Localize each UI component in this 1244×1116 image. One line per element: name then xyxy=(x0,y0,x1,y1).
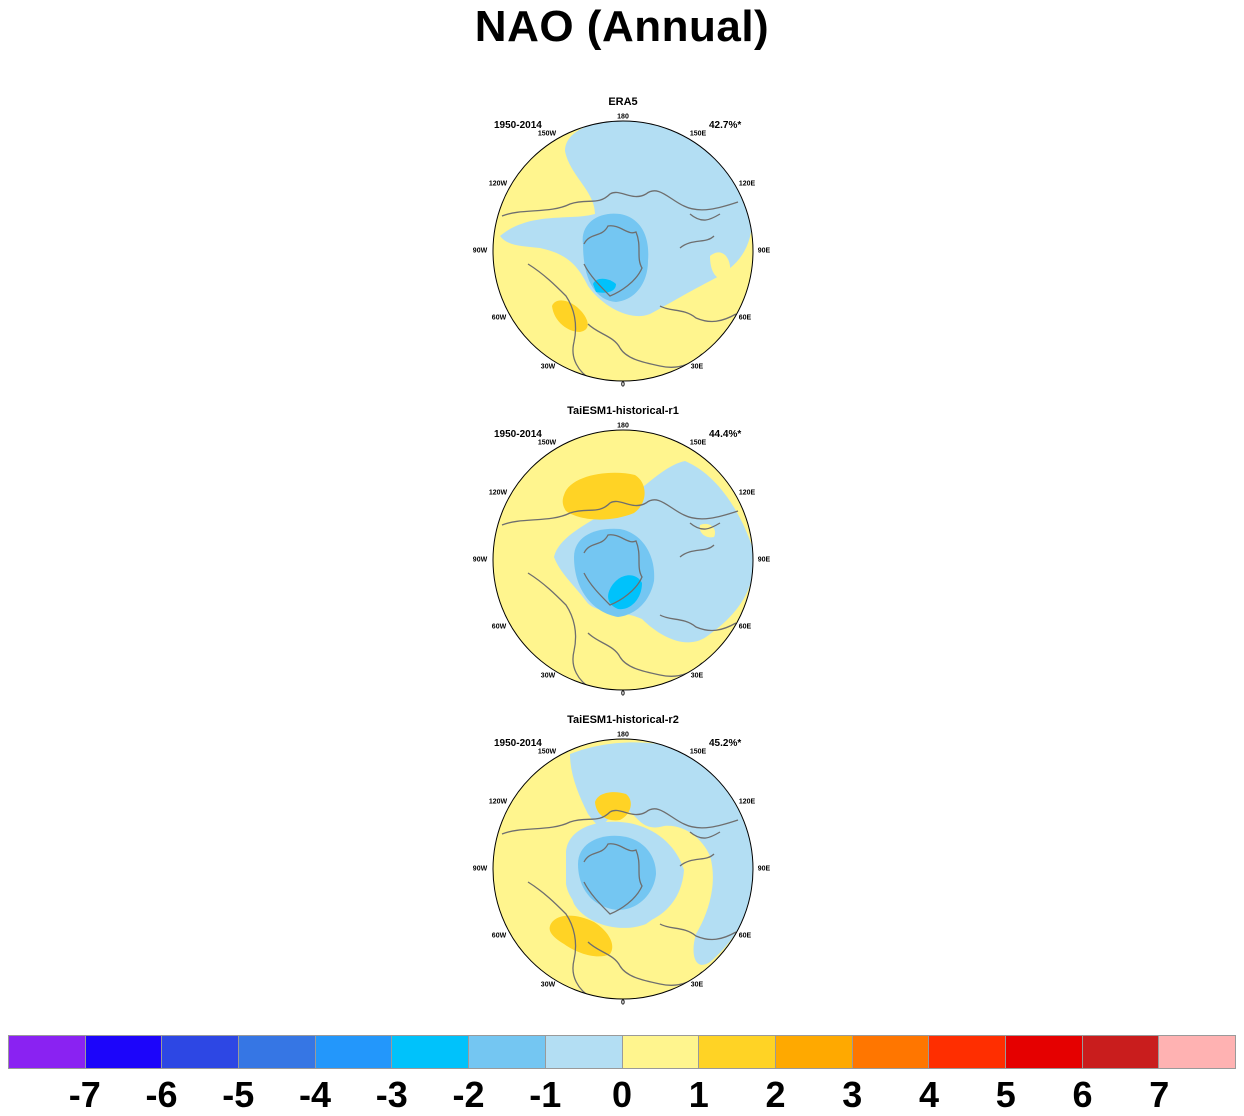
colorbar-box xyxy=(9,1036,86,1068)
positive-anomaly-region xyxy=(552,300,588,332)
lon-label: 150W xyxy=(537,439,557,447)
colorbar-tick-label: 7 xyxy=(1149,1074,1170,1115)
colorbar-box xyxy=(315,1036,393,1068)
panel-period: 1950-2014 xyxy=(494,738,542,749)
lon-label: 120W xyxy=(488,798,508,806)
colorbar-tick-label: -5 xyxy=(222,1074,255,1115)
colorbar-box xyxy=(392,1036,470,1068)
colorbar-tick-label: 0 xyxy=(611,1074,633,1115)
explained-variance: 44.4%* xyxy=(709,429,742,440)
lon-label: 30E xyxy=(690,981,704,989)
lon-label: 30W xyxy=(540,363,556,371)
polar-map xyxy=(492,429,754,691)
map-panel-r1: TaiESM1-historical-r1 1950-2014 44.4%* 1… xyxy=(470,405,776,705)
colorbar-box xyxy=(699,1036,776,1068)
lon-label: 30W xyxy=(540,981,556,989)
lon-label: 60W xyxy=(491,932,507,940)
figure-title: NAO (Annual) xyxy=(474,2,770,51)
polar-map xyxy=(492,738,754,1000)
lon-label: 60W xyxy=(491,314,507,322)
lon-label: 150W xyxy=(537,748,557,756)
lon-label: 120E xyxy=(738,798,756,806)
lon-label: 150E xyxy=(689,439,707,447)
colorbar-tick-label: 5 xyxy=(995,1074,1016,1115)
colorbar-tick-label: -3 xyxy=(375,1074,408,1115)
negative-anomaly-core xyxy=(578,835,656,910)
map-panel-r2: TaiESM1-historical-r2 1950-2014 45.2%* 1… xyxy=(470,714,776,1014)
colorbar-tick-label: -4 xyxy=(298,1074,332,1115)
lon-label: 60E xyxy=(738,314,752,322)
lon-label: 90E xyxy=(757,247,771,255)
colorbar-box xyxy=(162,1036,240,1068)
colorbar-box xyxy=(852,1036,930,1068)
colorbar-box xyxy=(775,1036,853,1068)
lon-label: 120W xyxy=(488,180,508,188)
panel-title: ERA5 xyxy=(608,96,638,108)
lon-label: 180 xyxy=(617,731,629,739)
polar-map xyxy=(492,120,754,382)
lon-label: 0 xyxy=(621,690,625,698)
coastlines xyxy=(501,808,739,999)
lon-label: 120W xyxy=(488,489,508,497)
colorbar-tick-label: -2 xyxy=(452,1074,485,1115)
colorbar-tick-label: -1 xyxy=(529,1074,562,1115)
coastlines xyxy=(501,499,739,690)
explained-variance: 45.2%* xyxy=(709,738,742,749)
colorbar-box xyxy=(85,1036,163,1068)
lon-label: 90W xyxy=(472,247,488,255)
negative-anomaly-center xyxy=(608,575,642,610)
lon-label: 90W xyxy=(472,865,488,873)
colorbar-box xyxy=(1159,1036,1235,1068)
negative-anomaly-center xyxy=(593,278,616,293)
lon-label: 30E xyxy=(690,672,704,680)
panel-period: 1950-2014 xyxy=(494,120,542,131)
colorbar-box xyxy=(1005,1036,1083,1068)
explained-variance: 42.7%* xyxy=(709,120,742,131)
colorbar-tick-label: 4 xyxy=(918,1074,940,1115)
colorbar-tick-label: 3 xyxy=(842,1074,863,1115)
lon-label: 120E xyxy=(738,180,756,188)
lon-label: 90W xyxy=(472,556,488,564)
colorbar-box xyxy=(545,1036,623,1068)
panel-title: TaiESM1-historical-r1 xyxy=(567,405,679,417)
lon-label: 150E xyxy=(689,748,707,756)
colorbar-tick-label: 1 xyxy=(688,1074,709,1115)
colorbar-box xyxy=(469,1036,546,1068)
positive-anomaly-region xyxy=(549,915,613,957)
lon-label: 90E xyxy=(757,556,771,564)
colorbar-box xyxy=(622,1036,700,1068)
lon-label: 0 xyxy=(621,381,625,389)
panel-period: 1950-2014 xyxy=(494,429,542,440)
colorbar-box xyxy=(1082,1036,1160,1068)
coastlines xyxy=(501,190,739,381)
panel-title: TaiESM1-historical-r2 xyxy=(567,714,679,726)
colorbar-box xyxy=(239,1036,316,1068)
lon-label: 180 xyxy=(617,113,629,121)
colorbar-tick-label: -6 xyxy=(145,1074,178,1115)
lon-label: 30E xyxy=(690,363,704,371)
lon-label: 180 xyxy=(617,422,629,430)
map-panel-era5: ERA5 1950-2014 42.7%* 180 150E 120E 90E … xyxy=(470,96,776,396)
positive-anomaly-north xyxy=(595,792,631,821)
colorbar xyxy=(8,1035,1236,1069)
lon-label: 90E xyxy=(757,865,771,873)
lon-label: 60E xyxy=(738,623,752,631)
lon-label: 60E xyxy=(738,932,752,940)
lon-label: 150W xyxy=(537,130,557,138)
lon-label: 0 xyxy=(621,999,625,1007)
colorbar-box xyxy=(929,1036,1006,1068)
positive-anomaly-region xyxy=(562,472,645,520)
colorbar-tick-label: 6 xyxy=(1072,1074,1093,1115)
lon-label: 60W xyxy=(491,623,507,631)
lon-label: 120E xyxy=(738,489,756,497)
lon-label: 30W xyxy=(540,672,556,680)
lon-label: 150E xyxy=(689,130,707,138)
colorbar-tick-label: 2 xyxy=(765,1074,786,1115)
colorbar-tick-label: -7 xyxy=(68,1074,101,1115)
